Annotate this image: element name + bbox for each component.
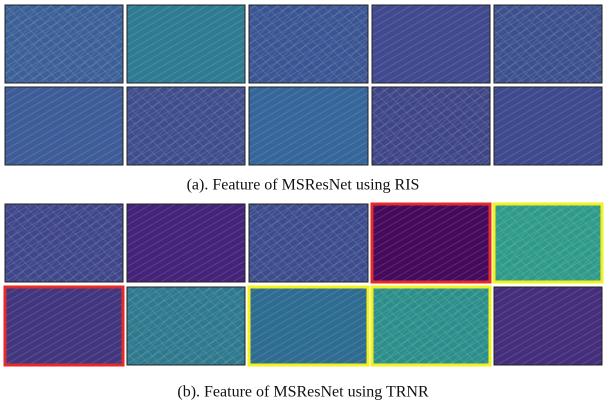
feature-map <box>127 287 245 365</box>
caption: (a). Feature of MSResNet using RIS <box>187 177 420 194</box>
feature-map <box>5 204 123 282</box>
feature-map <box>127 204 245 282</box>
feature-map <box>372 204 490 282</box>
page: {"figure": {"panels": [{"caption": "(a).… <box>0 0 606 407</box>
caption: (b). Feature of MSResNet using TRNR <box>177 384 429 401</box>
feature-map <box>127 5 245 83</box>
feature-map <box>494 287 602 365</box>
feature-map <box>5 87 123 165</box>
feature-map <box>5 287 123 365</box>
figure: (a). Feature of MSResNet using RIS (b). … <box>0 0 606 407</box>
feature-map <box>372 5 490 83</box>
feature-map <box>249 5 368 83</box>
feature-map <box>494 204 602 282</box>
feature-map <box>372 287 490 365</box>
feature-map <box>249 204 368 282</box>
feature-map <box>494 87 602 165</box>
feature-map <box>249 87 368 165</box>
feature-map <box>5 5 123 83</box>
feature-map <box>372 87 490 165</box>
feature-map <box>494 5 602 83</box>
feature-map <box>127 87 245 165</box>
feature-map <box>249 287 368 365</box>
